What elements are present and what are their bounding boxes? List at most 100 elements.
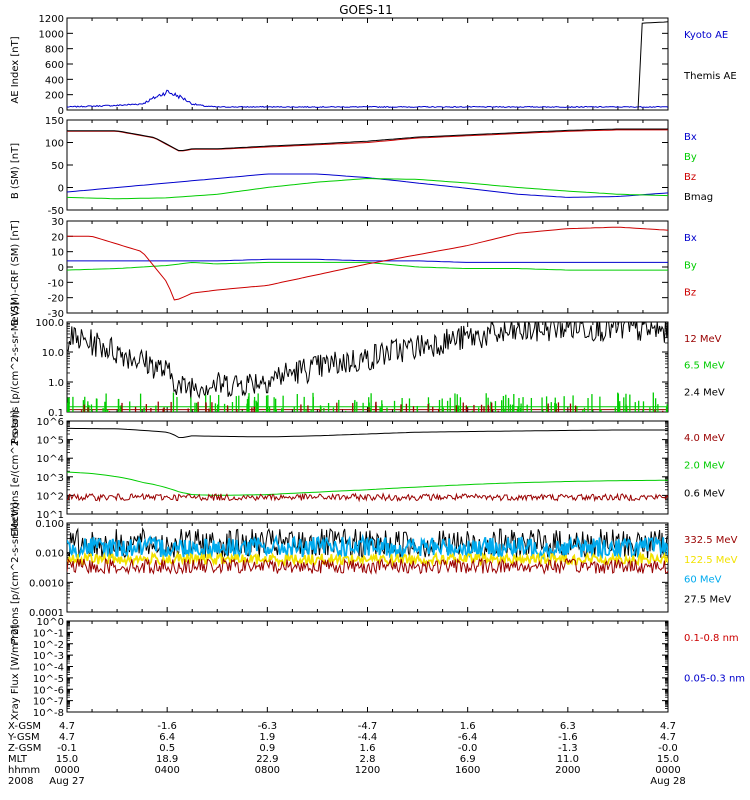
y-tick-label: 600 xyxy=(45,60,64,71)
series-line-2-4-mev xyxy=(67,322,668,399)
footer-value: -0.1 xyxy=(57,743,77,754)
y-tick-label: -20 xyxy=(48,294,64,305)
legend-label: 0.05-0.3 nm xyxy=(684,674,745,685)
y-tick-label: 10^5 xyxy=(37,436,64,447)
y-tick-label: 10^1 xyxy=(37,510,64,521)
panel-2: -50 0 50 100 150 B (SM) [nT] Bx By Bz Bmag xyxy=(10,116,713,217)
series-line-bmag xyxy=(67,128,668,151)
footer-value: 1.6 xyxy=(360,743,376,754)
y-tick-label: 10^-5 xyxy=(33,674,64,685)
footer-value: 1200 xyxy=(355,765,380,776)
series-group xyxy=(67,527,668,576)
footer-value: 4.7 xyxy=(59,732,75,743)
legend-label: 12 MeV xyxy=(684,334,722,345)
footer-value: -6.3 xyxy=(258,721,278,732)
panel-1: 0 200 400 600 800 1000 1200 AE Index [nT] Kyoto … xyxy=(10,14,737,117)
footer-value: -1.6 xyxy=(558,732,578,743)
footer-value: 22.9 xyxy=(256,754,278,765)
y-tick-label: 0 xyxy=(58,263,64,274)
panel-frame xyxy=(66,620,669,713)
y-tick-label: 100.0 xyxy=(35,318,64,329)
legend-label: By xyxy=(684,260,697,271)
panel-4: 0.1 1.0 10.0 100.0 Protons [p/(cm^2-s-sr-MeV… xyxy=(10,302,725,444)
footer-row-label: Z-GSM xyxy=(8,743,41,754)
y-tick-label: -30 xyxy=(48,309,64,320)
y-tick-label: 10^-8 xyxy=(33,708,64,719)
legend-label: 122.5 MeV xyxy=(684,555,738,566)
y-tick-label: 10^2 xyxy=(37,491,64,502)
footer-value: -1.6 xyxy=(157,721,177,732)
y-tick-label: 0.100 xyxy=(35,519,64,530)
panel-3: -30 -20 -10 0 10 20 30 B (SM)-CRF (SM) [nT] Bx By… xyxy=(10,217,697,326)
y-tick-label: -10 xyxy=(48,278,64,289)
y-tick-label: 200 xyxy=(45,91,64,102)
footer-row-label: 2008 xyxy=(8,776,33,787)
footer-value: -1.3 xyxy=(558,743,578,754)
panel-6: 0.0001 0.0010 0.010 0.100 Protons [p/(cm^2-s… xyxy=(10,502,738,644)
series-group xyxy=(67,226,668,301)
panel-7: 10^-810^-710^-610^-510^-410^-310^-210^-1… xyxy=(10,617,745,720)
footer-value: 2.8 xyxy=(360,754,376,765)
legend-label: 332.5 MeV xyxy=(684,535,738,546)
footer-value: -0.0 xyxy=(458,743,478,754)
y-tick-label: 20 xyxy=(51,232,64,243)
y-tick-label: 10^-7 xyxy=(33,697,64,708)
y-tick-label: 10 xyxy=(51,248,64,259)
y-tick-label: 10^0 xyxy=(37,617,64,628)
series-line-kyoto-ae xyxy=(67,89,668,109)
series-line-122-5-mev xyxy=(67,550,668,568)
y-tick-label: 0 xyxy=(58,106,64,117)
footer-value: 11.0 xyxy=(557,754,579,765)
series-line-0-6-mev xyxy=(67,427,668,439)
y-tick-label: -50 xyxy=(48,206,64,217)
footer-value: 1.6 xyxy=(460,721,476,732)
footer-value: 6.4 xyxy=(159,732,175,743)
footer-value: 0000 xyxy=(655,765,680,776)
y-axis-label: B (SM)-CRF (SM) [nT] xyxy=(10,220,21,326)
y-axis-label: AE Index [nT] xyxy=(10,36,21,103)
footer-value: 18.9 xyxy=(156,754,178,765)
footer-value: 1.9 xyxy=(259,732,275,743)
legend-label: By xyxy=(684,152,697,163)
y-tick-label: 10.0 xyxy=(42,348,64,359)
y-tick-label: 30 xyxy=(51,217,64,228)
footer-value: 4.7 xyxy=(660,721,676,732)
y-tick-label: 1200 xyxy=(39,14,64,25)
footer-value: 0000 xyxy=(54,765,79,776)
y-tick-label: 400 xyxy=(45,75,64,86)
footer-value: 0400 xyxy=(154,765,179,776)
footer-value: 0800 xyxy=(255,765,280,776)
y-tick-label: 0 xyxy=(58,184,64,195)
legend-label: 2.0 MeV xyxy=(684,461,725,472)
legend-label: 4.0 MeV xyxy=(684,433,725,444)
series-line-332-5-mev xyxy=(67,556,668,576)
footer-value: 0.9 xyxy=(259,743,275,754)
footer-value: -6.4 xyxy=(458,732,478,743)
chart-title: GOES-11 xyxy=(339,3,393,17)
legend-label: Themis AE xyxy=(683,71,737,82)
footer-value: 4.7 xyxy=(59,721,75,732)
panel-frame xyxy=(66,420,669,515)
series-line-by xyxy=(67,177,668,200)
y-axis-label: Electrons [e/(cm^2-s-sr)] xyxy=(10,410,21,536)
y-tick-label: 1.0 xyxy=(48,378,64,389)
series-line-60-mev xyxy=(67,533,668,561)
footer-row-label: Y-GSM xyxy=(7,732,40,743)
y-tick-label: 10^6 xyxy=(37,417,64,428)
footer-value: Aug 28 xyxy=(650,776,685,787)
panel-frame xyxy=(66,220,669,314)
y-tick-label: 0.1 xyxy=(48,408,64,419)
y-axis-label: Xray Flux [W/m^2] xyxy=(10,625,21,721)
y-tick-label: 10^-4 xyxy=(33,663,64,674)
footer-value: 0.5 xyxy=(159,743,175,754)
y-tick-label: 10^-6 xyxy=(33,685,64,696)
series-group xyxy=(67,427,668,503)
legend-label: Bz xyxy=(684,288,696,299)
series-line-bz xyxy=(67,226,668,301)
series-line-2-0-mev xyxy=(67,471,668,496)
footer-value: -0.0 xyxy=(658,743,678,754)
legend-label: 0.6 MeV xyxy=(684,488,725,499)
y-tick-label: 10^-1 xyxy=(33,628,64,639)
series-line-bz xyxy=(67,129,668,152)
